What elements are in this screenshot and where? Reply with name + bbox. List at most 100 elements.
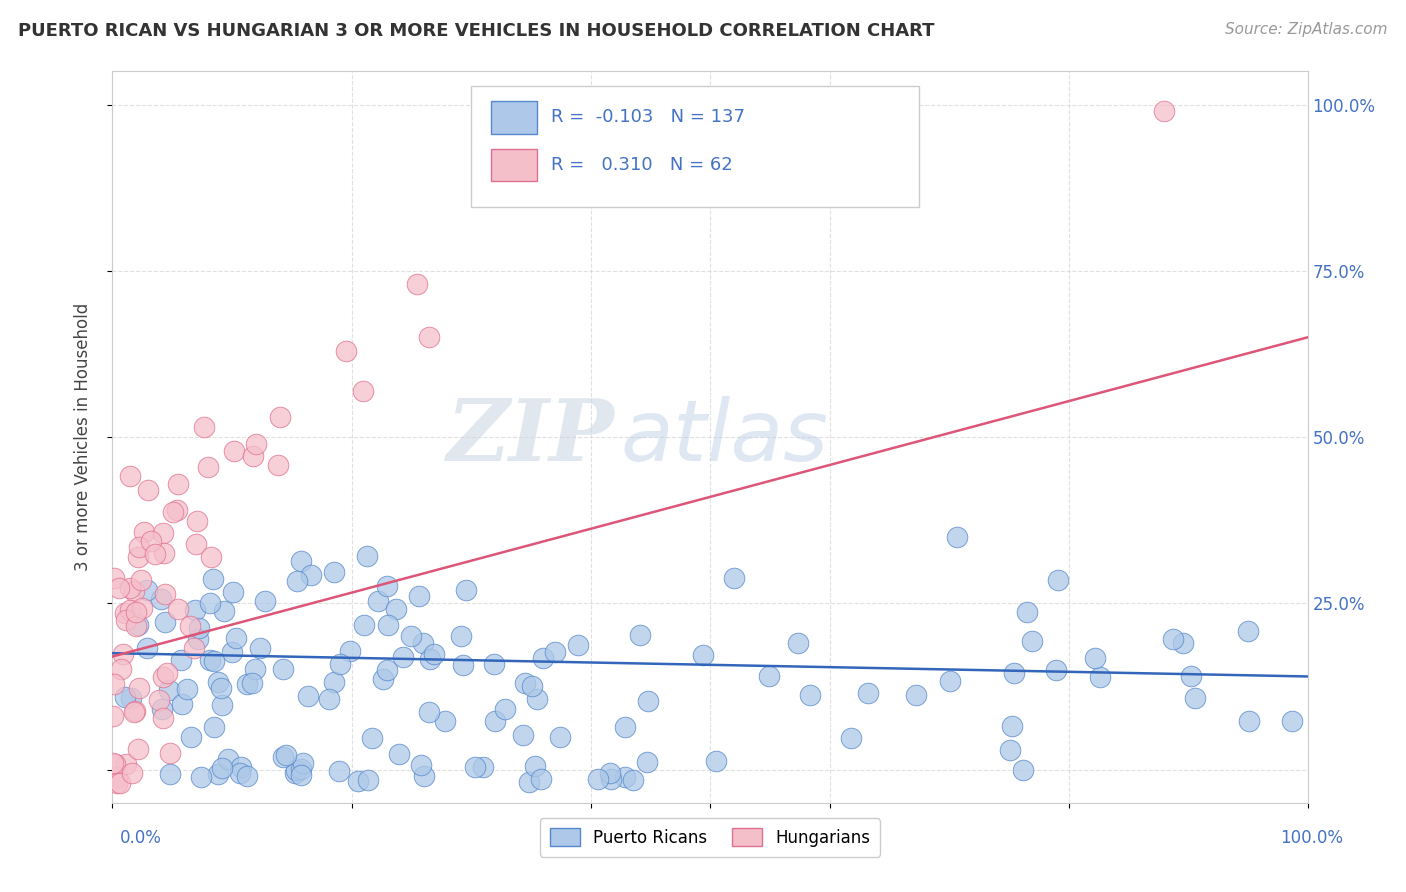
Point bbox=[482, 657, 505, 671]
Point bbox=[152, 545, 174, 559]
Point bbox=[623, 772, 645, 787]
Point bbox=[271, 749, 294, 764]
Point bbox=[285, 763, 308, 777]
Point bbox=[107, 776, 129, 790]
Point bbox=[290, 554, 312, 568]
Point bbox=[162, 505, 184, 519]
Point bbox=[599, 766, 621, 780]
Point bbox=[120, 691, 142, 706]
Point bbox=[138, 483, 160, 498]
Point bbox=[1021, 634, 1043, 648]
FancyBboxPatch shape bbox=[491, 102, 537, 134]
Point bbox=[799, 688, 821, 702]
Point bbox=[198, 596, 221, 610]
Point bbox=[197, 460, 219, 475]
Point bbox=[152, 710, 174, 724]
Point bbox=[290, 762, 312, 776]
Text: R =   0.310   N = 62: R = 0.310 N = 62 bbox=[551, 156, 733, 174]
Point bbox=[290, 768, 312, 782]
Point bbox=[384, 602, 406, 616]
Point bbox=[399, 629, 422, 643]
Point bbox=[524, 758, 547, 772]
Point bbox=[110, 662, 132, 676]
Point bbox=[905, 688, 928, 702]
Point bbox=[335, 343, 357, 358]
Point bbox=[356, 549, 378, 564]
FancyBboxPatch shape bbox=[491, 149, 537, 181]
Point bbox=[225, 631, 247, 645]
Point bbox=[202, 654, 225, 668]
Point bbox=[188, 621, 211, 635]
Point bbox=[152, 526, 174, 541]
Point bbox=[329, 657, 352, 672]
Point bbox=[190, 770, 212, 784]
Point bbox=[1237, 624, 1260, 638]
Point bbox=[520, 679, 543, 693]
Point bbox=[122, 584, 145, 599]
Point bbox=[412, 636, 434, 650]
Point bbox=[202, 720, 225, 734]
Point bbox=[299, 568, 322, 582]
Point bbox=[139, 534, 162, 549]
Point bbox=[249, 640, 271, 655]
Point bbox=[387, 747, 409, 761]
Text: 100.0%: 100.0% bbox=[1279, 829, 1343, 847]
Point bbox=[242, 449, 264, 463]
Point bbox=[1045, 663, 1067, 677]
Point bbox=[103, 677, 125, 691]
Text: PUERTO RICAN VS HUNGARIAN 3 OR MORE VEHICLES IN HOUSEHOLD CORRELATION CHART: PUERTO RICAN VS HUNGARIAN 3 OR MORE VEHI… bbox=[18, 22, 935, 40]
Point bbox=[193, 420, 215, 434]
Point bbox=[132, 525, 155, 540]
Point bbox=[377, 618, 399, 632]
Point bbox=[127, 741, 149, 756]
Point bbox=[267, 458, 290, 472]
Point bbox=[236, 676, 259, 690]
Point bbox=[413, 769, 436, 783]
Point bbox=[211, 761, 233, 775]
Point bbox=[201, 572, 224, 586]
Point bbox=[143, 547, 166, 561]
Point bbox=[548, 730, 571, 744]
Point bbox=[128, 540, 150, 554]
Point bbox=[155, 587, 177, 601]
Point bbox=[284, 765, 307, 780]
Point bbox=[1180, 669, 1202, 683]
Point bbox=[544, 645, 567, 659]
Point bbox=[183, 641, 205, 656]
Point bbox=[758, 669, 780, 683]
Point bbox=[392, 649, 415, 664]
Point bbox=[131, 601, 153, 615]
Point bbox=[149, 592, 172, 607]
Point bbox=[184, 602, 207, 616]
Point bbox=[352, 384, 374, 398]
Point bbox=[125, 605, 148, 619]
Point bbox=[418, 705, 440, 719]
Point bbox=[269, 410, 291, 425]
Point bbox=[152, 670, 174, 684]
Point bbox=[105, 770, 128, 784]
Point bbox=[115, 613, 138, 627]
Point bbox=[285, 574, 308, 588]
Point bbox=[187, 632, 209, 647]
Point bbox=[515, 676, 537, 690]
Point bbox=[148, 693, 170, 707]
Point bbox=[114, 690, 136, 705]
Point bbox=[484, 714, 506, 729]
Point bbox=[1011, 763, 1033, 777]
Point bbox=[222, 585, 245, 599]
Text: ZIP: ZIP bbox=[447, 395, 614, 479]
Point bbox=[159, 767, 181, 781]
Point bbox=[567, 638, 589, 652]
Point bbox=[456, 583, 478, 598]
Point bbox=[207, 675, 229, 690]
Point bbox=[135, 583, 157, 598]
Point bbox=[637, 693, 659, 707]
Point bbox=[408, 589, 430, 603]
Point bbox=[423, 647, 446, 661]
Point bbox=[114, 606, 136, 620]
Point bbox=[367, 593, 389, 607]
Point bbox=[217, 752, 239, 766]
Point bbox=[451, 658, 474, 673]
Point bbox=[471, 760, 494, 774]
Point bbox=[1088, 669, 1111, 683]
